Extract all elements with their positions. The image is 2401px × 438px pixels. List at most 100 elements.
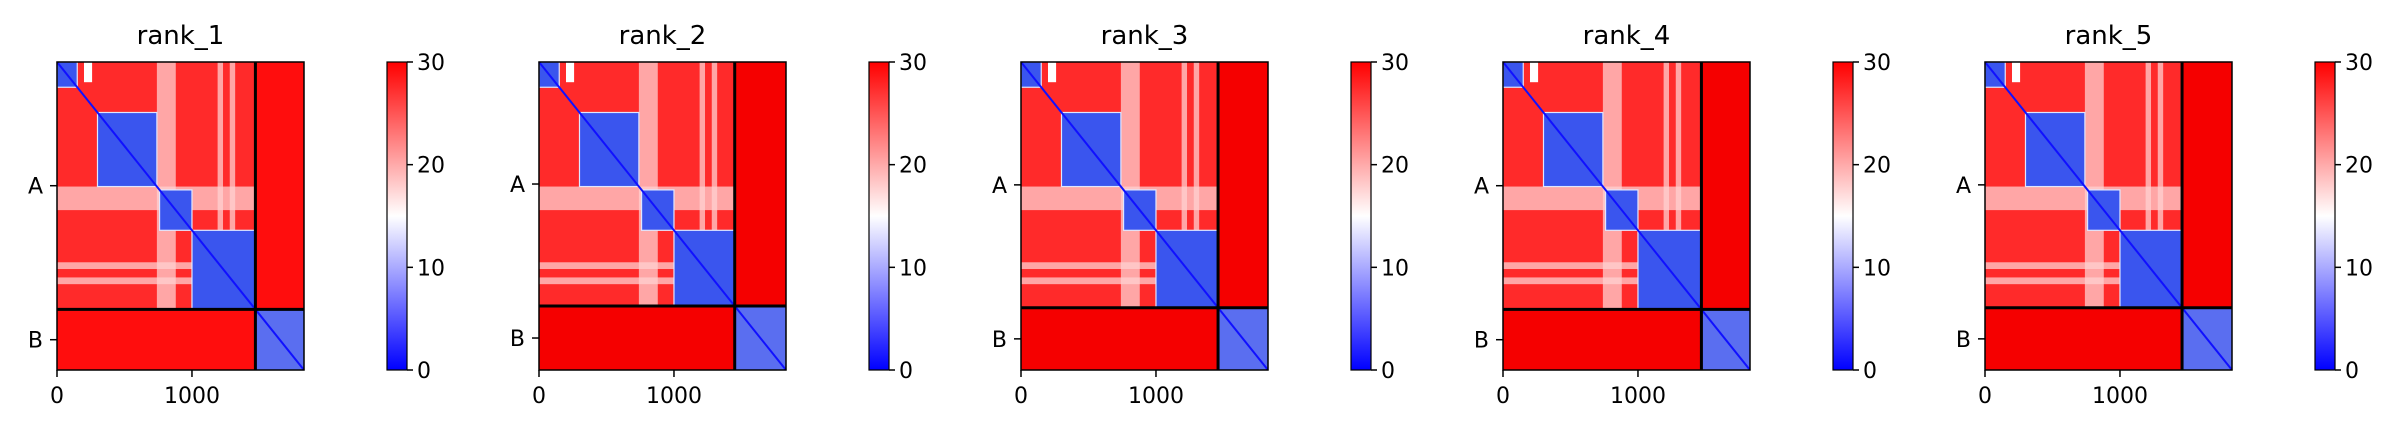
light-stripe-h	[1985, 262, 2183, 270]
heatmap-panel-1: rank_1 0 1000 A B 0 10 20 30	[28, 21, 445, 409]
light-stripe-h	[539, 262, 735, 270]
interchain-block-ab	[734, 62, 786, 307]
axes-frame	[56, 61, 305, 371]
light-stripe-v	[156, 62, 176, 310]
chain-label: B	[992, 328, 1007, 353]
x-tick-label: 1000	[2092, 384, 2148, 409]
colorbar-tick-label: 0	[1381, 359, 1395, 384]
colorbar-tick-label: 30	[1863, 51, 1891, 76]
interchain-block-ab	[2182, 62, 2232, 308]
colorbar-tick-label: 30	[899, 51, 927, 76]
axes-frame	[1502, 61, 1751, 371]
light-stripe-h	[57, 262, 256, 270]
x-tick-label: 1000	[1128, 384, 1184, 409]
light-stripe-h	[57, 186, 256, 211]
light-stripe-h	[1503, 277, 1702, 285]
x-tick-label: 0	[50, 384, 64, 409]
light-stripe-h	[1985, 186, 2183, 211]
interchain-block-ba	[1985, 307, 2183, 370]
domain-patch	[2011, 62, 2021, 83]
light-stripe-h	[1021, 186, 1219, 211]
diagonal-line	[1984, 61, 2233, 371]
interchain-block-ab	[1701, 62, 1750, 310]
diagonal-line	[538, 61, 787, 371]
interchain-block-ba	[1503, 309, 1702, 370]
chain-label: A	[1474, 175, 1489, 200]
light-stripe-h	[1503, 262, 1702, 270]
colorbar-tick-label: 30	[2345, 51, 2373, 76]
colorbar	[1350, 61, 1372, 371]
light-stripe-v	[1120, 62, 1140, 308]
domain-patch	[565, 62, 575, 83]
light-stripe-v	[711, 62, 718, 307]
colorbar-tick-label: 0	[417, 359, 431, 384]
light-stripe-v	[1193, 62, 1200, 308]
light-stripe-v	[1663, 62, 1670, 310]
colorbar-tick-label: 20	[899, 154, 927, 179]
panel-title: rank_5	[2065, 21, 2153, 51]
panel-title: rank_3	[1101, 21, 1189, 51]
diagonal-line	[1020, 61, 1269, 371]
light-stripe-v	[2157, 62, 2164, 308]
light-stripe-h	[1021, 262, 1219, 270]
light-stripe-v	[1602, 62, 1622, 310]
diagonal-line	[1502, 61, 1751, 371]
light-stripe-h	[539, 186, 735, 211]
colorbar-tick-label: 30	[417, 51, 445, 76]
chain-label: B	[510, 327, 525, 352]
colorbar-tick-label: 10	[417, 256, 445, 281]
colorbar-tick-label: 10	[1863, 256, 1891, 281]
interchain-block-ba	[539, 306, 735, 370]
axes-frame	[1020, 61, 1269, 371]
x-tick-label: 1000	[164, 384, 220, 409]
chain-label: A	[510, 173, 525, 198]
light-stripe-v	[638, 62, 658, 307]
colorbar-tick-label: 0	[2345, 359, 2359, 384]
x-tick-label: 0	[1496, 384, 1510, 409]
heatmap-panel-3: rank_3 0 1000 A B 0 10 20 30	[992, 21, 1409, 409]
colorbar	[1832, 61, 1854, 371]
colorbar-tick-label: 0	[1863, 359, 1877, 384]
light-stripe-v	[699, 62, 706, 307]
chain-label: A	[992, 174, 1007, 199]
interchain-block-ab	[255, 62, 304, 310]
panel-title: rank_2	[619, 21, 707, 51]
light-stripe-v	[217, 62, 224, 310]
colorbar	[868, 61, 890, 371]
chain-label: A	[28, 175, 43, 200]
x-tick-label: 0	[1978, 384, 1992, 409]
heatmap-panel-5: rank_5 0 1000 A B 0 10 20 30	[1956, 21, 2373, 409]
colorbar-tick-label: 30	[1381, 51, 1409, 76]
light-stripe-h	[57, 277, 256, 285]
light-stripe-h	[539, 277, 735, 285]
x-tick-label: 0	[532, 384, 546, 409]
light-stripe-h	[1985, 277, 2183, 285]
domain-patch	[83, 62, 93, 83]
light-stripe-v	[2145, 62, 2152, 308]
colorbar-tick-label: 20	[417, 154, 445, 179]
interchain-block-ba	[1021, 307, 1219, 370]
light-stripe-v	[1675, 62, 1682, 310]
domain-patch	[1047, 62, 1057, 83]
chain-label: B	[1956, 328, 1971, 353]
panel-title: rank_1	[137, 21, 225, 51]
heatmap-panel-4: rank_4 0 1000 A B 0 10 20 30	[1474, 21, 1891, 409]
light-stripe-h	[1503, 186, 1702, 211]
chain-label: B	[28, 329, 43, 354]
axes-frame	[1984, 61, 2233, 371]
light-stripe-h	[1021, 277, 1219, 285]
axes-frame	[538, 61, 787, 371]
interchain-block-ab	[1218, 62, 1268, 308]
colorbar-tick-label: 20	[1863, 154, 1891, 179]
colorbar-tick-label: 10	[899, 256, 927, 281]
panel-title: rank_4	[1583, 21, 1671, 51]
colorbar-tick-label: 0	[899, 359, 913, 384]
light-stripe-v	[2084, 62, 2104, 308]
colorbar-tick-label: 20	[1381, 154, 1409, 179]
x-tick-label: 0	[1014, 384, 1028, 409]
colorbar-tick-label: 10	[1381, 256, 1409, 281]
x-tick-label: 1000	[1610, 384, 1666, 409]
domain-patch	[1529, 62, 1539, 83]
light-stripe-v	[229, 62, 236, 310]
